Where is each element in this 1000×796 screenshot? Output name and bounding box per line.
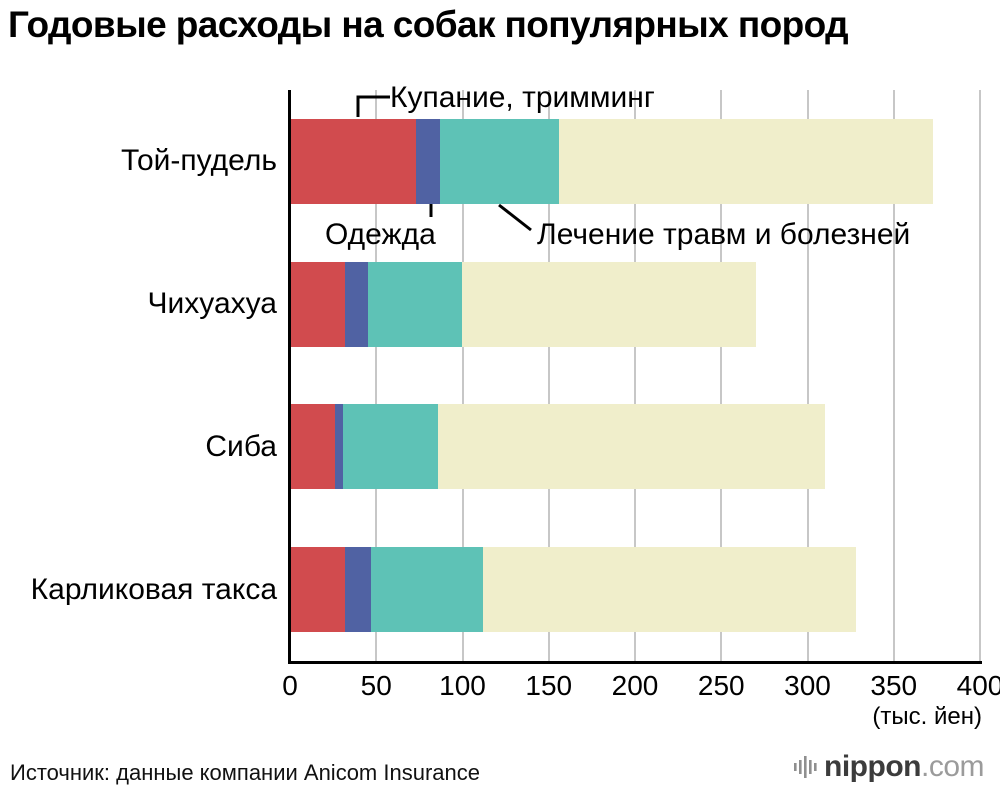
bar-row-4: [290, 547, 856, 633]
bar-segment: [483, 547, 856, 633]
soundwave-icon: [794, 756, 817, 778]
bar-segment: [440, 118, 560, 204]
category-label: Чихуахуа: [147, 287, 277, 321]
logo-text: nippon: [824, 750, 921, 783]
gridline: [720, 90, 723, 661]
x-tick-label: 100: [439, 670, 486, 701]
gridline: [979, 90, 981, 661]
gridline: [892, 90, 895, 661]
bar-row-3: [290, 404, 825, 490]
x-tick-label: 350: [870, 670, 918, 701]
bar-segment: [290, 261, 346, 347]
y-axis-line: [288, 90, 291, 664]
source-note: Источник: данные компании Anicom Insuran…: [10, 760, 480, 785]
x-tick-label: 0: [282, 670, 298, 701]
bar-segment: [290, 547, 346, 633]
x-axis-line: [288, 661, 982, 664]
bar-segment: [415, 118, 441, 204]
gridline: [547, 90, 550, 661]
bar-segment: [290, 118, 416, 204]
annotation-treatment: Лечение травм и болезней: [537, 218, 911, 251]
category-label: Карликовая такса: [30, 572, 277, 606]
annotation-clothes: Одежда: [325, 218, 436, 251]
x-tick-label: 400: [956, 670, 1000, 701]
bar-segment: [559, 118, 934, 204]
gridline: [461, 90, 464, 661]
bar-segment: [462, 261, 756, 347]
annotation-bathing-trimming: Купание, тримминг: [390, 81, 655, 114]
bar-segment: [345, 261, 368, 347]
bar-segment: [343, 404, 439, 490]
category-label: Сиба: [205, 429, 277, 463]
nippon-logo: nippon .com: [794, 750, 985, 784]
x-tick-label: 300: [784, 670, 831, 701]
gridline: [634, 90, 636, 661]
bar-row-2: [290, 261, 756, 347]
x-tick-label: 200: [611, 670, 659, 701]
plot-area: [290, 90, 981, 661]
gridline: [806, 90, 809, 661]
x-axis-unit-label: (тыс. йен): [872, 703, 982, 730]
x-tick-label: 50: [360, 670, 392, 701]
bar-segment: [290, 404, 335, 490]
bar-segment: [367, 261, 463, 347]
category-label: Той-пудель: [121, 144, 277, 178]
gridline: [375, 90, 378, 661]
logo-suffix: .com: [920, 750, 985, 783]
x-tick-label: 150: [525, 670, 573, 701]
bar-segment: [371, 547, 484, 633]
chart-title: Годовые расходы на собак популярных поро…: [8, 4, 849, 45]
bar-segment: [334, 404, 344, 490]
bar-row-1: [290, 118, 934, 204]
bar-segment: [345, 547, 372, 633]
bar-segment: [438, 404, 825, 490]
x-tick-label: 250: [697, 670, 745, 701]
